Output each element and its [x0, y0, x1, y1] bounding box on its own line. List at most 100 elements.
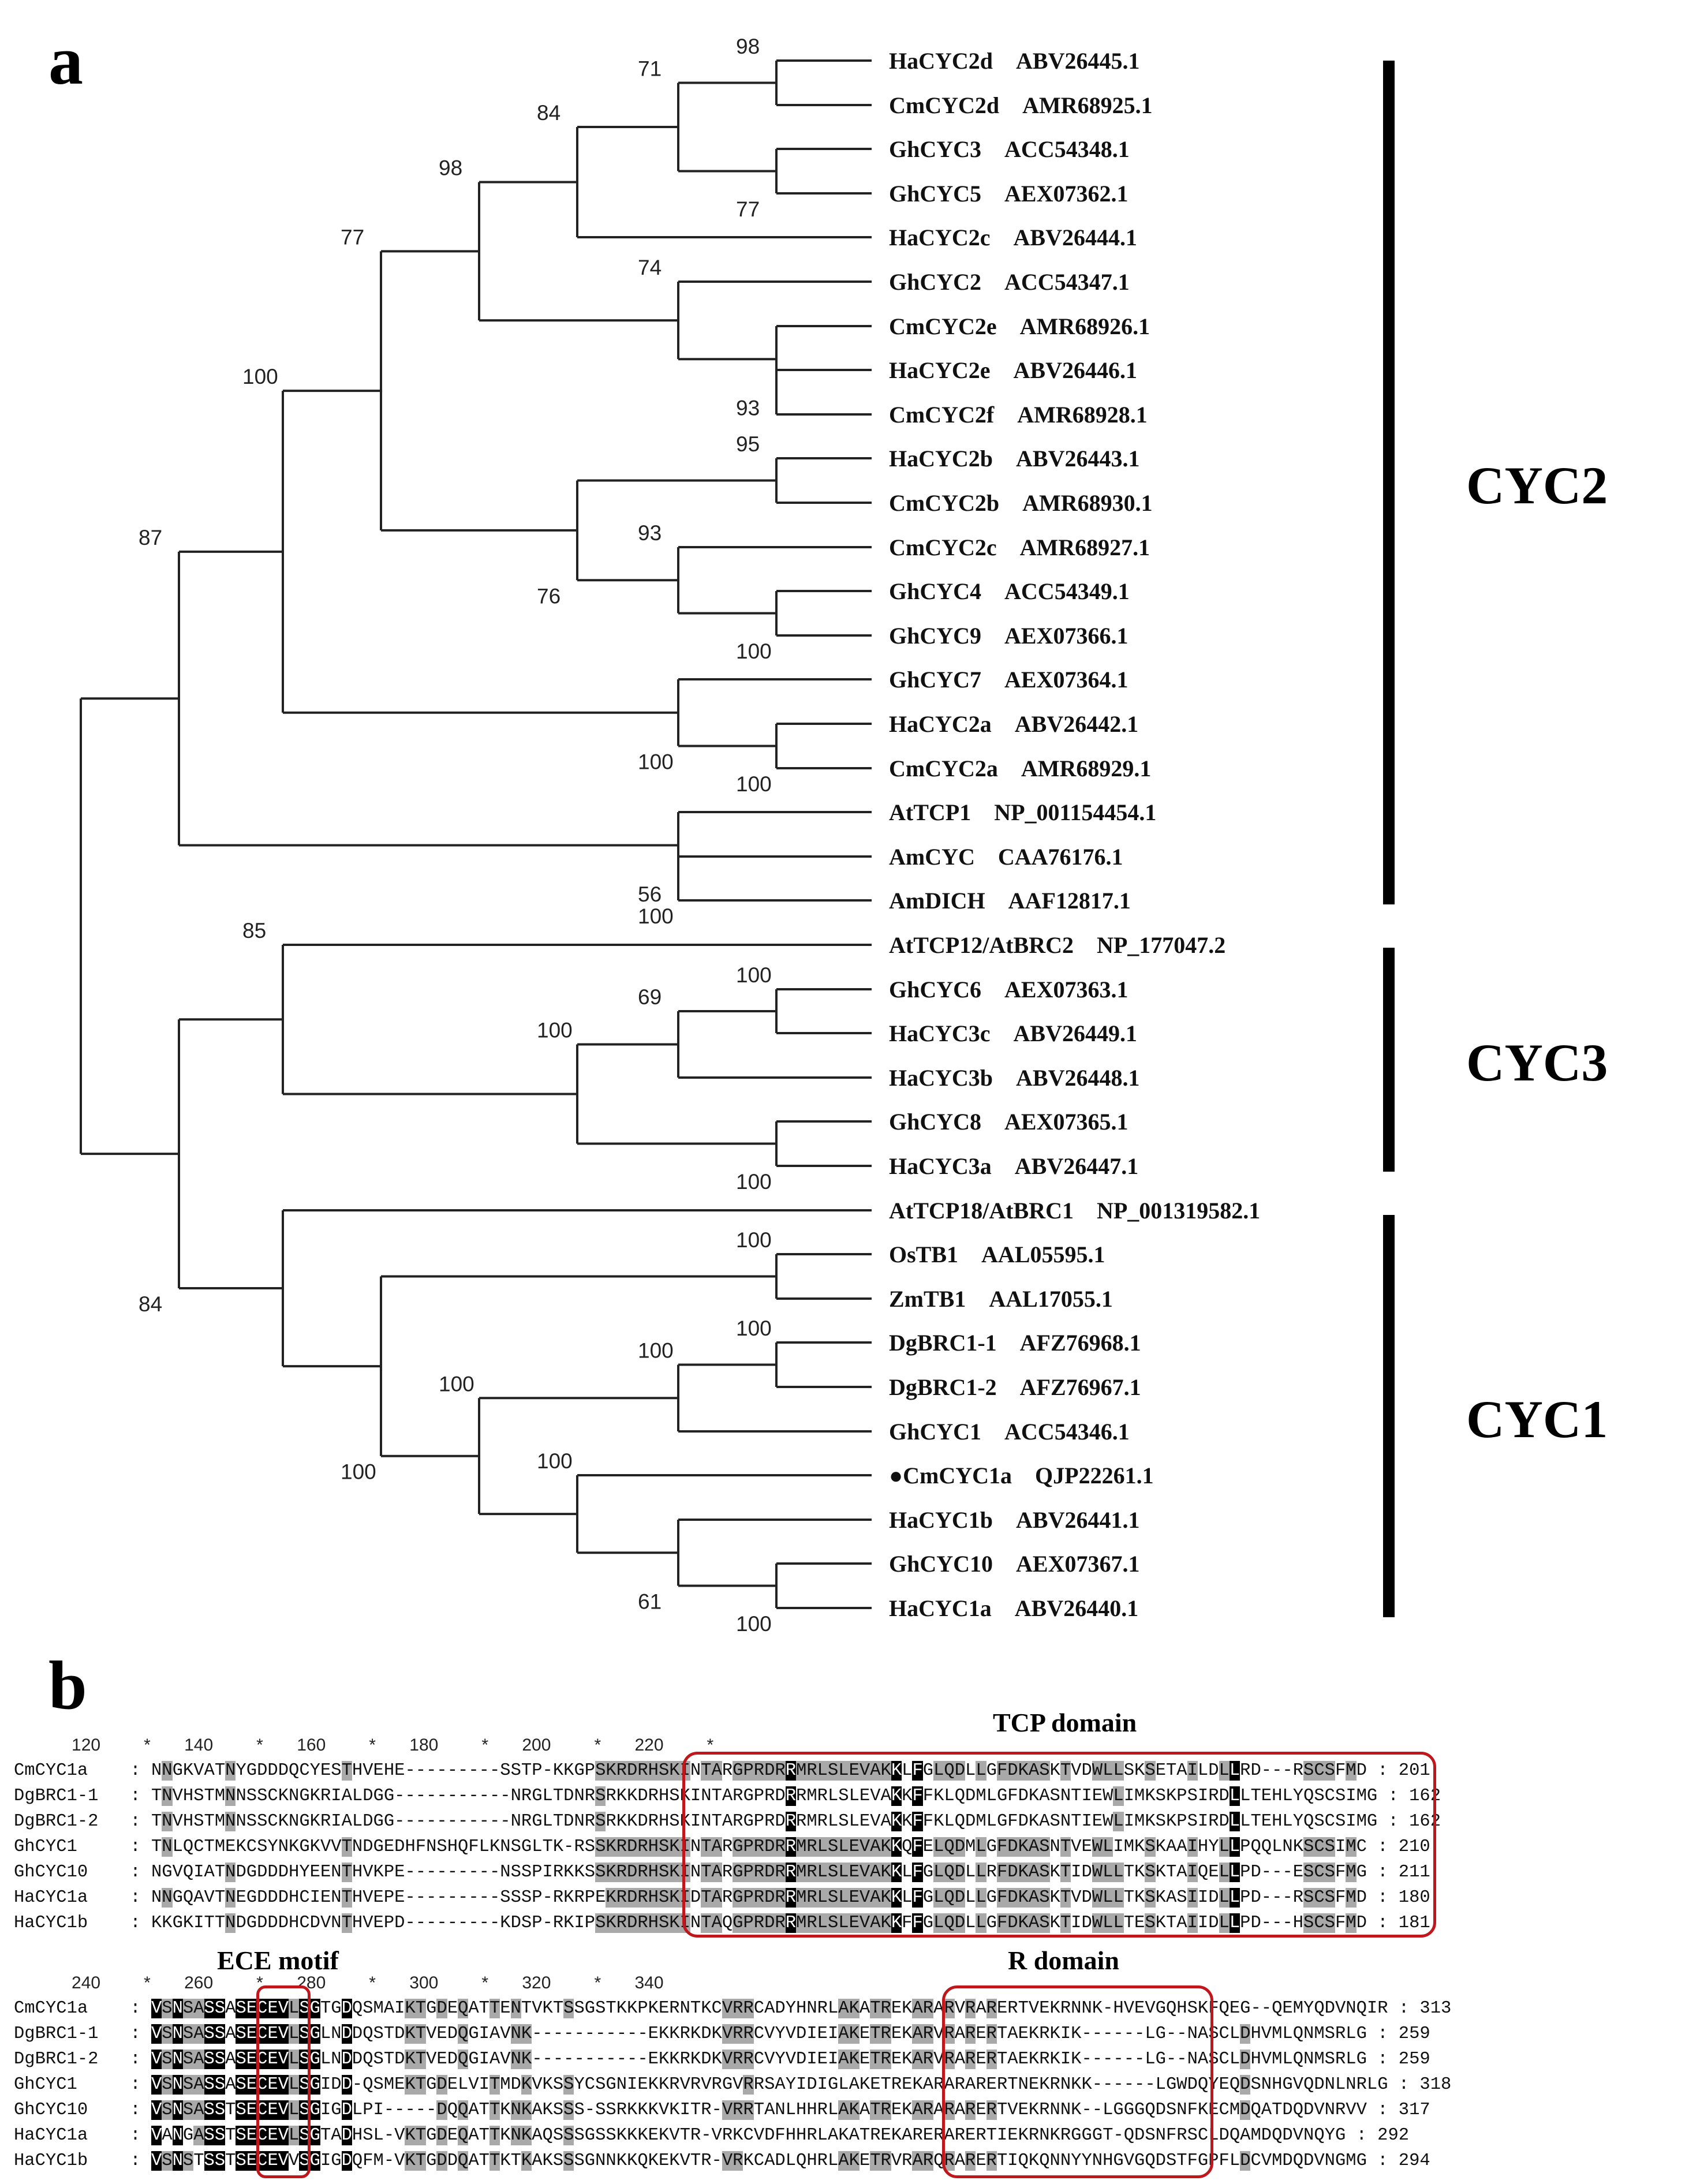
alignment-row: CmCYC1a : VSNSASSASECEVLSGTGDQSMAIKTGDEQ…: [14, 1996, 1451, 2021]
bootstrap-value: 84: [139, 1292, 162, 1316]
bootstrap-value: 84: [537, 101, 560, 125]
taxon-labels: HaCYC2d ABV26445.1 CmCYC2d AMR68925.1 GhCYC3…: [889, 48, 1260, 1621]
taxon-label: CmCYC2a AMR68929.1: [889, 756, 1151, 781]
bootstrap-value: 100: [736, 1317, 772, 1340]
sequence: VSNSASSASECEVLSGIDD-QSMEKTGDELVITMDKVKSS…: [151, 2075, 1388, 2095]
clade-label-cyc2: CYC2: [1466, 456, 1608, 515]
bootstrap-value: 100: [341, 1460, 376, 1484]
taxon-label: AtTCP18/AtBRC1 NP_001319582.1: [889, 1198, 1260, 1224]
r-domain-box: [942, 1985, 1213, 2178]
sequence-name: DgBRC1-2 :: [14, 2050, 151, 2069]
sequence: TNVHSTMNNSSCKNGKRIALDGG-----------NRGLTD…: [151, 1786, 1378, 1806]
taxon-label: ZmTB1 AAL17055.1: [889, 1286, 1113, 1312]
alignment-row: HaCYC1a : NNGQAVTNEGDDDHCIENTHVEPE------…: [14, 1885, 1441, 1910]
sequence-name: GhCYC1 :: [14, 1837, 151, 1857]
clade-label-cyc1: CYC1: [1466, 1390, 1608, 1449]
taxon-label: HaCYC2c ABV26444.1: [889, 225, 1137, 250]
ece-motif-label: ECE motif: [217, 1946, 339, 1975]
taxon-label: CmCYC2b AMR68930.1: [889, 490, 1153, 516]
bootstrap-values: 9871778498749395931007610010077561001006…: [139, 35, 772, 1636]
sequence: TNLQCTMEKCSYNKGKVVTNDGEDHFNSHQFLKNSGLTK-…: [151, 1837, 1367, 1857]
sequence: NGVQIATNDGDDDHYEENTHVKPE---------NSSPIRK…: [151, 1863, 1367, 1882]
bootstrap-value: 71: [638, 57, 662, 81]
bootstrap-value: 87: [139, 526, 162, 549]
bootstrap-value: 77: [736, 197, 760, 221]
sequence-name: GhCYC10 :: [14, 2100, 151, 2120]
sequence: KKGKITTNDGDDDHCDVNTHVEPD---------KDSP-RK…: [151, 1913, 1367, 1933]
taxon-label: HaCYC2b ABV26443.1: [889, 446, 1139, 472]
sequence-end-position: : 313: [1388, 1999, 1452, 2018]
sequence: NNGKVATNYGDDDQCYESTHVEHE---------SSTP-KK…: [151, 1761, 1367, 1781]
sequence-end-position: : 259: [1366, 2050, 1430, 2069]
clade-bar-cyc3: [1383, 948, 1395, 1172]
sequence-end-position: : 210: [1366, 1837, 1430, 1857]
bootstrap-value: 98: [439, 156, 462, 180]
taxon-label: GhCYC6 AEX07363.1: [889, 977, 1128, 1003]
sequence-name: DgBRC1-2 :: [14, 1812, 151, 1831]
alignment-row: DgBRC1-2 : TNVHSTMNNSSCKNGKRIALDGG------…: [14, 1809, 1441, 1834]
sequence: NNGQAVTNEGDDDHCIENTHVEPE---------SSSP-RK…: [151, 1888, 1367, 1908]
taxon-label: GhCYC7 AEX07364.1: [889, 667, 1128, 693]
sequence-name: DgBRC1-1 :: [14, 2024, 151, 2044]
taxon-label: GhCYC9 AEX07366.1: [889, 623, 1128, 649]
alignment-row: DgBRC1-1 : VSNSASSASECEVLSGLNDDQSTDKTVED…: [14, 2021, 1451, 2047]
ruler-block2: 240 * 260 * 280 * 300 * 320 * 340: [14, 1973, 664, 1992]
panel-b-label-svg: b: [48, 1647, 87, 1723]
alignment-block-2: CmCYC1a : VSNSASSASECEVLSGTGDQSMAIKTGDEQ…: [14, 1996, 1451, 2174]
sequence: VSNSASSASECEVLSGTGDQSMAIKTGDEQATTENTVKTS…: [151, 1999, 1388, 2018]
bootstrap-value: 100: [537, 1019, 573, 1042]
bootstrap-value: 98: [736, 35, 760, 58]
taxon-label: CmCYC2f AMR68928.1: [889, 402, 1148, 428]
taxon-label: HaCYC2d ABV26445.1: [889, 48, 1139, 74]
sequence-end-position: : 317: [1366, 2100, 1430, 2120]
taxon-label: CmCYC2e AMR68926.1: [889, 313, 1150, 339]
sequence-end-position: : 259: [1366, 2024, 1430, 2044]
taxon-label: HaCYC3a ABV26447.1: [889, 1153, 1138, 1179]
taxon-label: GhCYC10 AEX07367.1: [889, 1551, 1139, 1577]
sequence: TNVHSTMNNSSCKNGKRIALDGG-----------NRGLTD…: [151, 1812, 1378, 1831]
bootstrap-value: 100: [736, 1612, 772, 1636]
clade-bar-cyc2: [1383, 61, 1395, 904]
sequence-end-position: : 294: [1366, 2151, 1430, 2171]
sequence-name: HaCYC1a :: [14, 1888, 151, 1908]
bootstrap-value: 56: [638, 882, 662, 906]
sequence: VSNSASSASECEVLSGLNDDQSTDKTVEDQGIAVNK----…: [151, 2024, 1367, 2044]
taxon-label: HaCYC2a ABV26442.1: [889, 711, 1138, 737]
bootstrap-value: 77: [341, 225, 364, 249]
bootstrap-value: 100: [242, 365, 278, 388]
bootstrap-value: 100: [537, 1449, 573, 1473]
alignment-row: GhCYC10 : NGVQIATNDGDDDHYEENTHVKPE------…: [14, 1860, 1441, 1885]
tree-branches: [80, 59, 872, 1609]
sequence-name: HaCYC1a :: [14, 2126, 151, 2145]
sequence-end-position: : 292: [1346, 2126, 1410, 2145]
taxon-label: GhCYC4 ACC54349.1: [889, 578, 1130, 604]
taxon-label: HaCYC3c ABV26449.1: [889, 1020, 1137, 1046]
taxon-label: GhCYC5 AEX07362.1: [889, 181, 1128, 207]
ruler-block1: 120 * 140 * 160 * 180 * 200 * 220 *: [14, 1736, 714, 1755]
taxon-label: AtTCP12/AtBRC2 NP_177047.2: [889, 932, 1225, 958]
sequence-name: GhCYC10 :: [14, 1863, 151, 1882]
sequence-end-position: : 211: [1366, 1863, 1430, 1882]
bootstrap-value: 100: [638, 904, 674, 928]
alignment-row: HaCYC1b : VSNSTSSTSECEVVSGIGDQFM-VKTGDDQ…: [14, 2148, 1451, 2174]
sequence: VSNSASSTSECEVLSGIGDLPI-----DQQATTKNKAKSS…: [151, 2100, 1367, 2120]
taxon-label: GhCYC3 ACC54348.1: [889, 136, 1130, 162]
panel-label-a: a: [48, 22, 83, 99]
bootstrap-value: 100: [736, 963, 772, 987]
taxon-label: CmCYC2c AMR68927.1: [889, 534, 1150, 560]
bootstrap-value: 100: [736, 1170, 772, 1194]
taxon-label: DgBRC1-2 AFZ76967.1: [889, 1374, 1141, 1400]
r-domain-label: R domain: [1008, 1946, 1119, 1975]
alignment-row: HaCYC1a : VANGASSTSECEVLSGTADHSL-VKTGDEQ…: [14, 2123, 1451, 2148]
clade-label-cyc3: CYC3: [1466, 1033, 1608, 1092]
panel-label-b: b: [48, 1647, 87, 1723]
bootstrap-value: 100: [736, 772, 772, 796]
taxon-label: HaCYC3b ABV26448.1: [889, 1065, 1139, 1091]
sequence-name: GhCYC1 :: [14, 2075, 151, 2095]
clade-bars: [1383, 61, 1395, 1617]
taxon-label: DgBRC1-1 AFZ76968.1: [889, 1330, 1141, 1356]
sequence: VSNSASSASECEVLSGLNDDQSTDKTVEDQGIAVNK----…: [151, 2050, 1367, 2069]
taxon-label: HaCYC1a ABV26440.1: [889, 1595, 1138, 1621]
taxon-label: GhCYC1 ACC54346.1: [889, 1419, 1130, 1445]
bootstrap-value: 93: [736, 397, 760, 420]
